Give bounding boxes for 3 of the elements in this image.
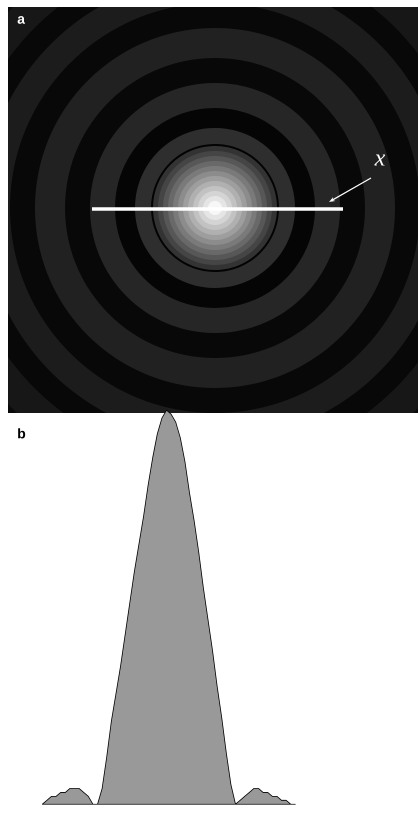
- text: x: [374, 154, 386, 166]
- text: b: [18, 428, 26, 438]
- text: a: [18, 16, 26, 24]
